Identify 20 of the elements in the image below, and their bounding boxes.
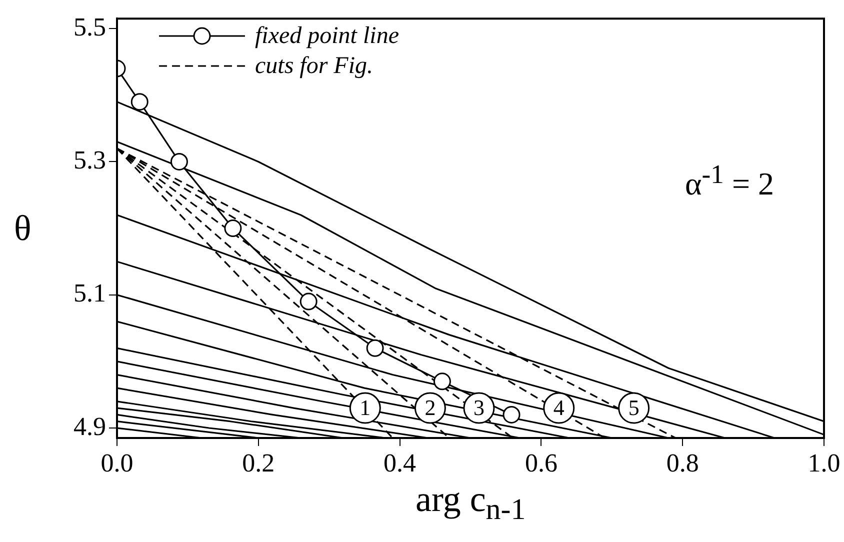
x-tick-label: 0.2 — [242, 448, 275, 478]
x-tick-label: 0.0 — [100, 448, 134, 478]
x-tick-label: 0.6 — [524, 448, 558, 478]
y-tick-label: 5.5 — [74, 12, 106, 42]
x-tick-label: 0.8 — [666, 448, 699, 478]
annotation: 1 — [360, 394, 371, 420]
x-tick-label: 0.4 — [384, 448, 416, 478]
annotation: 3 — [473, 394, 484, 420]
y-tick-label: 5.3 — [74, 146, 106, 175]
y-axis-title: θ — [14, 207, 32, 250]
annotation: 4 — [553, 394, 564, 420]
legend-label: cuts for Fig. — [255, 52, 373, 81]
x-axis-title: arg c$_{n-1}$ — [416, 478, 526, 528]
annotation: α$^{-1}$ = 2 — [684, 158, 774, 202]
x-tick-label: 1.0 — [808, 448, 840, 478]
legend-label: fixed point line — [255, 22, 399, 51]
y-tick-label: 4.9 — [74, 412, 106, 441]
y-tick-label: 5.1 — [74, 278, 106, 308]
annotation: 2 — [424, 394, 436, 420]
annotation: 5 — [628, 394, 640, 420]
